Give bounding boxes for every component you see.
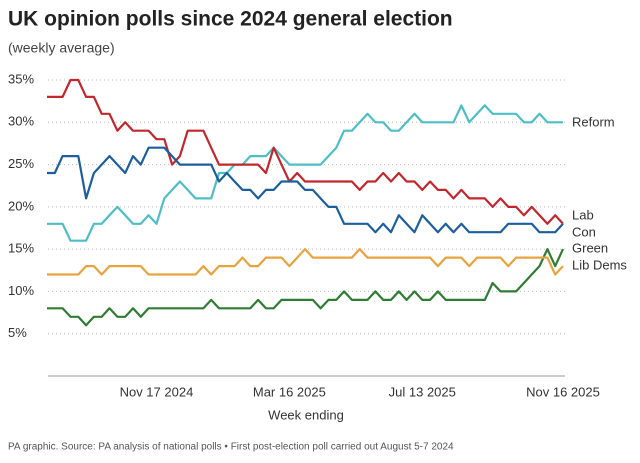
y-tick-label: 25% [8, 156, 34, 171]
chart-title: UK opinion polls since 2024 general elec… [8, 8, 453, 31]
legend-label: Green [572, 240, 608, 255]
series-line [47, 248, 564, 327]
x-tick-label: Nov 17 2024 [120, 384, 194, 399]
legend-label: Lib Dems [572, 257, 627, 272]
chart-subtitle: (weekly average) [8, 40, 115, 56]
x-tick-label: Jul 13 2025 [389, 384, 456, 399]
legend-label: Lab [572, 207, 594, 222]
legend-label: Reform [572, 114, 615, 129]
series-line [47, 104, 563, 242]
x-tick-label: Mar 16 2025 [253, 384, 326, 399]
series-line [47, 248, 564, 276]
y-tick-label: 35% [8, 71, 34, 86]
x-tick-label: Nov 16 2025 [526, 384, 600, 399]
y-tick-label: 15% [8, 241, 34, 256]
series-line [47, 78, 564, 225]
x-axis-title: Week ending [268, 407, 344, 422]
y-tick-label: 10% [8, 283, 34, 298]
y-tick-label: 5% [8, 325, 27, 340]
footnote: PA graphic. Source: PA analysis of natio… [8, 442, 454, 453]
y-tick-label: 20% [8, 198, 34, 213]
series-line [47, 146, 564, 234]
y-tick-label: 30% [8, 114, 34, 129]
legend-label: Con [572, 224, 596, 239]
